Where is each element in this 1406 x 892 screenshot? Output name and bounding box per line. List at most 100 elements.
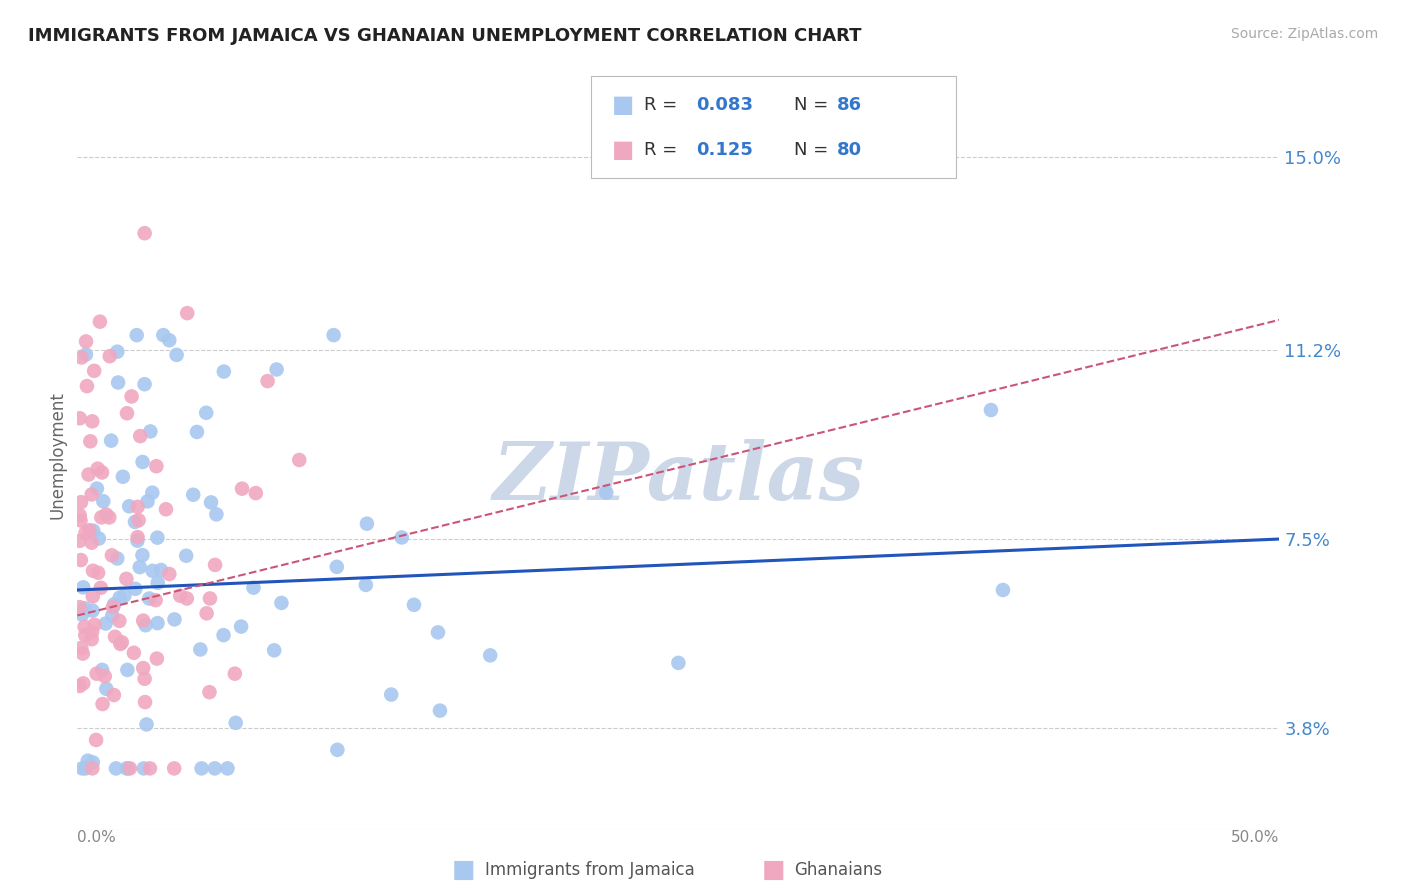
Point xyxy=(98,510,121,524)
Point xyxy=(104,761,127,775)
Text: ■: ■ xyxy=(612,93,634,117)
Point xyxy=(356,516,378,531)
Point xyxy=(595,485,617,500)
Point xyxy=(72,676,94,690)
Point xyxy=(166,348,188,362)
Point xyxy=(146,575,169,590)
Point xyxy=(242,581,264,595)
Point xyxy=(131,455,153,469)
Point xyxy=(82,756,104,770)
Point xyxy=(256,374,278,388)
Point xyxy=(146,616,169,631)
Point xyxy=(429,704,451,718)
Point xyxy=(134,672,156,686)
Point xyxy=(141,485,163,500)
Point xyxy=(73,620,96,634)
Text: 86: 86 xyxy=(837,95,862,113)
Point xyxy=(101,608,124,623)
Point xyxy=(186,425,208,439)
Point xyxy=(84,733,107,747)
Point xyxy=(70,607,93,622)
Point xyxy=(135,717,157,731)
Point xyxy=(75,525,97,540)
Text: N =: N = xyxy=(794,141,834,159)
Text: Immigrants from Jamaica: Immigrants from Jamaica xyxy=(485,861,695,879)
Point xyxy=(427,625,450,640)
Point xyxy=(270,596,292,610)
Point xyxy=(134,695,156,709)
Point xyxy=(169,589,191,603)
Point xyxy=(105,551,128,566)
Point xyxy=(91,494,114,508)
Text: ■: ■ xyxy=(612,137,634,161)
Point xyxy=(176,306,198,320)
Point xyxy=(245,486,267,500)
Point xyxy=(128,513,150,527)
Point xyxy=(157,333,180,347)
Point xyxy=(152,328,174,343)
Text: 0.125: 0.125 xyxy=(696,141,752,159)
Text: 80: 80 xyxy=(837,141,862,159)
Point xyxy=(89,315,111,329)
Point xyxy=(204,761,226,775)
Point xyxy=(190,761,212,775)
Point xyxy=(380,688,402,702)
Point xyxy=(132,614,155,628)
Point xyxy=(108,614,131,628)
Point xyxy=(129,429,152,443)
Point xyxy=(108,591,131,605)
Point xyxy=(103,597,125,611)
Point xyxy=(105,344,128,359)
Point xyxy=(86,461,108,475)
Point xyxy=(212,365,235,379)
Point xyxy=(135,618,157,632)
Point xyxy=(96,508,118,522)
Point xyxy=(77,467,100,482)
Point xyxy=(70,553,93,567)
Text: 0.0%: 0.0% xyxy=(77,830,117,845)
Point xyxy=(134,377,156,392)
Point xyxy=(136,494,159,508)
Point xyxy=(87,566,110,580)
Point xyxy=(127,533,149,548)
Point xyxy=(127,530,149,544)
Point xyxy=(125,328,148,343)
Point xyxy=(402,598,425,612)
Point xyxy=(80,487,103,501)
Point xyxy=(70,351,93,365)
Point xyxy=(98,349,121,363)
Point xyxy=(73,601,96,615)
Point xyxy=(176,591,198,606)
Point xyxy=(138,591,160,606)
Point xyxy=(224,666,246,681)
Point xyxy=(110,637,132,651)
Point xyxy=(188,642,211,657)
Point xyxy=(87,532,110,546)
Point xyxy=(83,617,105,632)
Point xyxy=(70,640,93,655)
Point xyxy=(200,495,222,509)
Point xyxy=(195,607,218,621)
Point xyxy=(82,564,104,578)
Point xyxy=(157,566,180,581)
Point xyxy=(82,590,104,604)
Point xyxy=(174,549,197,563)
Point xyxy=(122,646,145,660)
Point xyxy=(121,389,143,403)
Point xyxy=(114,589,136,603)
Point xyxy=(326,559,349,574)
Point xyxy=(107,376,129,390)
Point xyxy=(103,688,125,702)
Point xyxy=(145,593,167,607)
Point xyxy=(86,482,108,496)
Point xyxy=(124,582,146,596)
Point xyxy=(288,453,311,467)
Point xyxy=(150,563,173,577)
Point xyxy=(198,591,221,606)
Point xyxy=(118,761,141,775)
Y-axis label: Unemployment: Unemployment xyxy=(48,391,66,519)
Point xyxy=(90,510,112,524)
Point xyxy=(94,616,117,631)
Text: ■: ■ xyxy=(453,858,475,881)
Point xyxy=(82,624,104,639)
